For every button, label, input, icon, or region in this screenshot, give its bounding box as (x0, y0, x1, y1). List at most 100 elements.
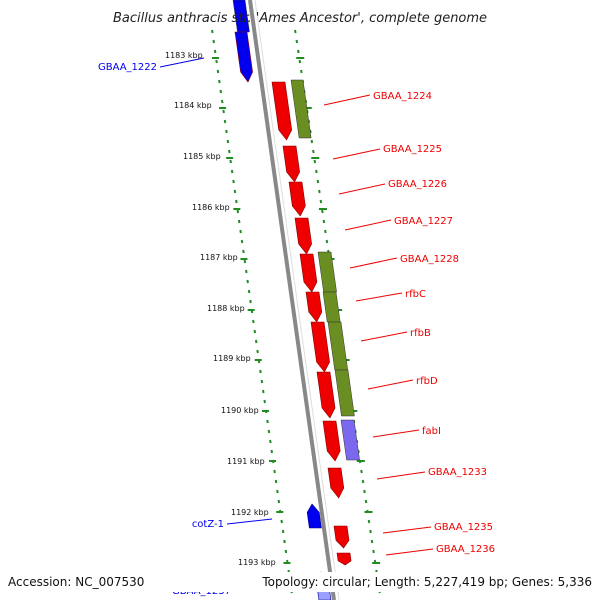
gene-cotz-1-feature[interactable] (306, 503, 322, 529)
tick-dot (256, 349, 259, 354)
kbp-axis-label: 1184 kbp (174, 101, 212, 110)
topology-text: Topology: circular; Length: 5,227,419 bp… (261, 575, 592, 589)
gene-gbaa-1228-feature[interactable] (299, 253, 318, 293)
tick-dot (266, 419, 269, 424)
gene-label-gbaa-1233[interactable]: GBAA_1233 (428, 467, 487, 478)
leader-line (360, 331, 408, 342)
kbp-axis-label: 1190 kbp (221, 406, 259, 415)
tick-dot (281, 529, 285, 534)
gene-label-gbaa-1222[interactable]: GBAA_1222 (98, 62, 157, 73)
backbone-shadow (254, 0, 340, 600)
leader-line (323, 94, 371, 106)
kbp-axis-label: 1193 kbp (238, 558, 276, 567)
olive-feature-5[interactable] (334, 369, 355, 417)
gene-label-gbaa-1228[interactable]: GBAA_1228 (400, 254, 459, 265)
gene-label-fabi[interactable]: fabI (422, 426, 441, 437)
tick-dot (370, 539, 374, 544)
tick-dot (321, 209, 324, 214)
gene-gbaa-1226-feature[interactable] (288, 181, 306, 217)
olive-feature-4[interactable] (327, 321, 349, 371)
tick-dot (211, 29, 214, 34)
gene-rfbd-feature[interactable] (316, 371, 336, 419)
accession-text: Accession: NC_007530 (8, 575, 144, 589)
tick-dot (213, 49, 217, 54)
map-title: Bacillus anthracis str. 'Ames Ancestor',… (113, 11, 487, 26)
kbp-axis-label: 1191 kbp (227, 457, 265, 466)
tick-dot (230, 169, 234, 174)
tick-dot (222, 109, 225, 114)
tick-dot (269, 439, 272, 444)
tick-dot (364, 499, 368, 504)
gene-fabi-feature[interactable] (322, 420, 341, 462)
leader-line (376, 471, 426, 480)
gene-label-gbaa-1224[interactable]: GBAA_1224 (373, 91, 432, 102)
tick-dot (233, 189, 237, 194)
gene-labels[interactable]: GBAA_1224 GBAA_1225 GBAA_1226 GBAA_1227 GBAA… (98, 62, 495, 597)
tick-dot (232, 179, 235, 184)
tick-dot (270, 449, 274, 454)
tick-dot (325, 239, 329, 244)
kbp-axis-label: 1188 kbp (207, 304, 245, 313)
tick-dot (263, 399, 266, 404)
tick-dot (300, 69, 303, 74)
leader-line (382, 526, 432, 534)
gene-rfbb-feature[interactable] (310, 321, 330, 373)
tick-dot (273, 469, 276, 474)
gene-label-gbaa-1227[interactable]: GBAA_1227 (394, 216, 453, 227)
tick-dot (219, 89, 223, 94)
leader-line (338, 183, 386, 195)
olive-feature-2[interactable] (317, 251, 337, 293)
gene-gbaa-1222-feature[interactable] (234, 31, 253, 83)
footer-background (0, 572, 600, 592)
leader-line (372, 429, 420, 438)
tick-dot (237, 219, 241, 224)
inner-tick-lane (211, 29, 293, 594)
olive-feature-3[interactable] (322, 291, 341, 323)
tick-dot (243, 259, 247, 264)
leader-line (385, 548, 434, 556)
tick-dot (245, 269, 248, 274)
olive-feature-1[interactable] (290, 79, 312, 139)
gene-label-gbaa-1235[interactable]: GBAA_1235 (434, 522, 493, 533)
tick-dot (254, 339, 258, 344)
tick-dot (318, 189, 321, 194)
purple-feature-1[interactable] (340, 419, 360, 461)
tick-dot (294, 29, 297, 34)
gene-label-rfbc[interactable]: rfbC (405, 289, 426, 300)
tick-dot (220, 99, 224, 104)
tick-dot (228, 149, 231, 154)
tick-dot (225, 129, 228, 134)
kbp-axis-label: 1185 kbp (183, 152, 221, 161)
kbp-axis-label: 1189 kbp (213, 354, 251, 363)
tick-dot (235, 199, 238, 204)
gene-gbaa-1235-feature[interactable] (333, 525, 350, 549)
gene-gbaa-1227-feature[interactable] (294, 217, 312, 255)
tick-dot (216, 69, 220, 74)
backbone-line (248, 0, 336, 600)
tick-dot (276, 489, 279, 494)
tick-dot (280, 519, 283, 524)
gene-gbaa-1233-feature[interactable] (327, 467, 345, 499)
gene-rfbc-feature[interactable] (305, 291, 323, 323)
gene-label-rfbd[interactable]: rfbD (416, 376, 438, 387)
gene-gbaa-1224-feature[interactable] (271, 81, 293, 141)
leader-line (349, 257, 398, 269)
kbp-axis-labels: 1183 kbp 1184 kbp 1185 kbp 1186 kbp 1187 kbp… (165, 51, 276, 567)
gene-label-gbaa-1225[interactable]: GBAA_1225 (383, 144, 442, 155)
leader-line (367, 379, 414, 390)
gene-label-cotz-1[interactable]: cotZ-1 (192, 519, 224, 530)
gene-label-rfbb[interactable]: rfbB (410, 328, 431, 339)
gene-gbaa-1236-feature[interactable] (336, 552, 352, 566)
tick-dot (239, 229, 242, 234)
gene-gbaa-1221-feature[interactable] (232, 0, 250, 33)
tick-dot (277, 499, 281, 504)
tick-dot (361, 479, 365, 484)
tick-dot (249, 299, 252, 304)
tick-dot (312, 149, 315, 154)
tick-dot (274, 479, 278, 484)
gene-label-gbaa-1236[interactable]: GBAA_1236 (436, 544, 495, 555)
gene-label-gbaa-1226[interactable]: GBAA_1226 (388, 179, 447, 190)
gene-gbaa-1225-feature[interactable] (282, 145, 300, 183)
